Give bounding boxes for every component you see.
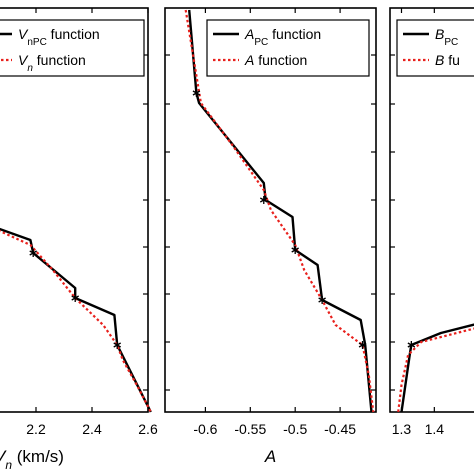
- legend-subscript: PC: [254, 37, 268, 48]
- panel-1-xtick-label: 2.4: [82, 421, 102, 437]
- legend-symbol: A: [244, 52, 254, 68]
- panel-2-asterisk-marker: [318, 296, 326, 304]
- panel-2-asterisk-marker: [259, 196, 268, 204]
- legend-tail: function: [47, 26, 100, 42]
- panel-3-series-reference-line: [397, 327, 474, 413]
- panel-1-legend-entry: Vn function: [18, 52, 86, 74]
- panel-2-xtick-label: -0.45: [324, 421, 356, 437]
- panel-2-legend-entry: A function: [244, 52, 307, 68]
- legend-subscript: PC: [444, 37, 458, 48]
- panel-3-legend-entry: B fu: [435, 52, 460, 68]
- panel-1-legend-box: [0, 19, 145, 77]
- panel-3-frame: [389, 7, 474, 413]
- panel-3-legend-box: [396, 19, 474, 77]
- panel-2-legend-entry: APC function: [244, 26, 321, 48]
- xlabel-unit: (km/s): [12, 447, 64, 466]
- panel-2-asterisk-marker: [291, 246, 299, 254]
- panel-1-asterisk-marker: [71, 294, 80, 302]
- legend-tail: fu: [444, 52, 460, 68]
- panel-1-series-pc-line: [0, 227, 152, 413]
- panel-1-asterisk-marker: [113, 341, 122, 349]
- panel-3-xtick-label: 1.3: [392, 421, 412, 437]
- panel-3-legend-entry: BPC: [435, 26, 458, 48]
- panel-1-xtick-label: 2.2: [26, 421, 46, 437]
- panel-2-asterisk-marker: [358, 341, 367, 349]
- legend-symbol: B: [435, 26, 444, 42]
- legend-subscript: nPC: [27, 37, 46, 48]
- panel-2-asterisk-marker: [192, 89, 201, 97]
- legend-symbol: V: [18, 52, 29, 68]
- panel-2-xlabel: A: [264, 447, 276, 466]
- panel-1-xlabel: Vn (km/s): [0, 447, 64, 472]
- panel-2-xtick-label: -0.6: [193, 421, 217, 437]
- legend-subscript: n: [27, 63, 33, 74]
- xlabel-symbol: V: [0, 447, 7, 466]
- panel-3-series-pc-line: [400, 323, 474, 413]
- legend-symbol: B: [435, 52, 444, 68]
- panel-2-xtick-label: -0.5: [283, 421, 307, 437]
- legend-symbol: V: [18, 26, 29, 42]
- legend-symbol: A: [244, 26, 254, 42]
- panel-1-frame: [0, 7, 149, 413]
- panel-2-frame: [164, 7, 377, 413]
- panel-2-xtick-label: -0.55: [234, 421, 266, 437]
- legend-tail: function: [254, 52, 307, 68]
- panel-1-xtick-label: 2.6: [138, 421, 158, 437]
- panel-2-series-reference-line: [184, 9, 375, 413]
- panel-2-legend-box: [206, 19, 370, 77]
- panel-3-xtick-label: 1.4: [425, 421, 445, 437]
- panel-1-asterisk-marker: [29, 249, 38, 257]
- panel-3-asterisk-marker: [407, 341, 416, 349]
- panel-1-legend-entry: VnPC function: [18, 26, 100, 48]
- panel-2-series-pc-line: [188, 9, 373, 413]
- panel-1-series-reference-line: [0, 229, 152, 413]
- legend-tail: function: [268, 26, 321, 42]
- legend-tail: function: [33, 52, 86, 68]
- xlabel-subscript: n: [5, 458, 12, 472]
